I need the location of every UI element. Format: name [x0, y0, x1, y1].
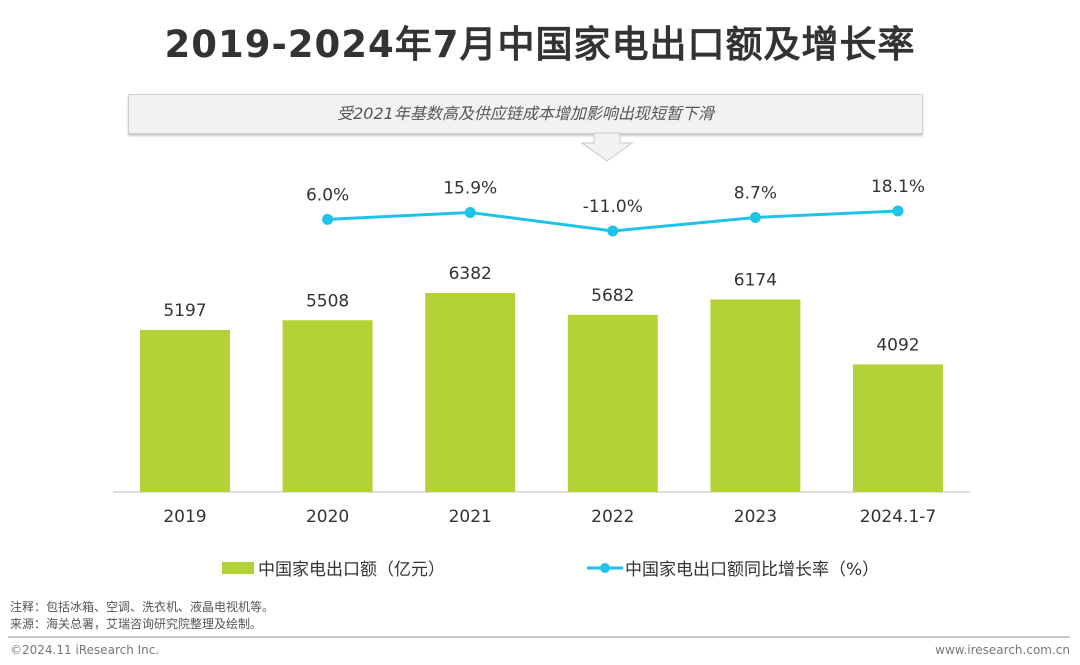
x-tick-label: 2023: [734, 507, 777, 527]
footer-divider: [8, 636, 1070, 638]
legend-bar-swatch: [222, 561, 254, 574]
bar-value-label: 5197: [163, 301, 206, 321]
bar: [853, 364, 943, 492]
legend-line-swatch: [587, 562, 623, 573]
website: www.iresearch.com.cn: [935, 643, 1070, 657]
bar: [710, 299, 801, 492]
x-tick-label: 2022: [591, 507, 634, 527]
down-arrow-icon: [580, 132, 634, 162]
bar: [140, 329, 230, 492]
chart-title: 2019-2024年7月中国家电出口额及增长率: [164, 23, 916, 66]
copyright: ©2024.11 iResearch Inc.: [10, 643, 160, 657]
legend-bar-label: 中国家电出口额（亿元）: [258, 560, 445, 580]
line-value-label: 15.9%: [443, 179, 497, 199]
bar-value-label: 5508: [306, 291, 349, 311]
bar-value-label: 5682: [591, 286, 634, 306]
bar-value-label: 6174: [734, 270, 777, 290]
line-point: [464, 207, 476, 219]
line-value-label: 8.7%: [734, 183, 777, 203]
line-value-label: 6.0%: [306, 185, 349, 205]
bar: [282, 320, 373, 492]
line-point: [607, 225, 619, 237]
line-value-label: 18.1%: [871, 177, 925, 197]
note-text: 注释：包括冰箱、空调、洗衣机、液晶电视机等。: [10, 600, 275, 614]
line-point: [892, 205, 904, 217]
line-point: [322, 213, 334, 225]
bar-value-label: 4092: [876, 335, 919, 355]
line-point: [749, 211, 761, 223]
source-text: 来源：海关总署，艾瑞咨询研究院整理及绘制。: [10, 617, 263, 631]
callout-box: 受2021年基数高及供应链成本增加影响出现短暂下滑: [128, 94, 923, 134]
legend-bar: 中国家电出口额（亿元）: [222, 555, 445, 580]
bar: [425, 293, 516, 492]
x-tick-label: 2019: [163, 507, 206, 527]
bar: [567, 314, 658, 492]
x-tick-label: 2024.1-7: [860, 507, 936, 527]
legend-line-label: 中国家电出口额同比增长率（%）: [625, 560, 880, 580]
bar-value-label: 6382: [449, 264, 492, 284]
x-tick-label: 2021: [449, 507, 492, 527]
x-tick-label: 2020: [306, 507, 349, 527]
legend-line: 中国家电出口额同比增长率（%）: [587, 555, 879, 580]
line-value-label: -11.0%: [583, 197, 643, 217]
